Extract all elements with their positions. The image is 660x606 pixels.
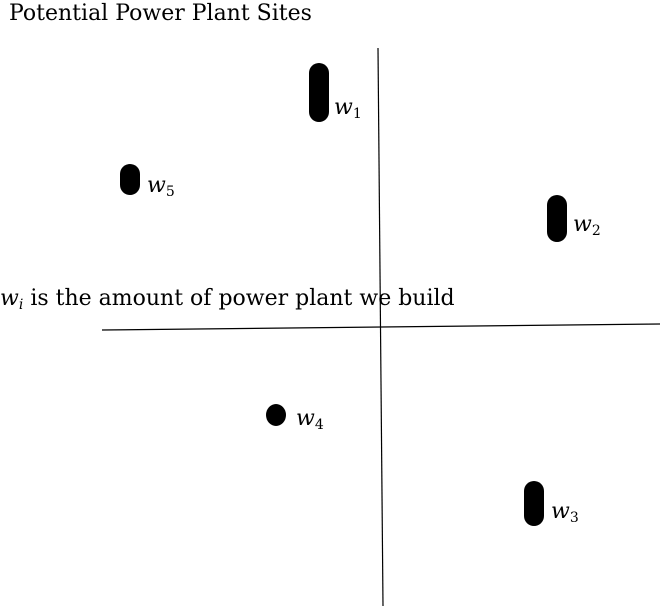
- site-label-w3: w3: [551, 499, 579, 526]
- site-label-w4: w4: [296, 406, 324, 433]
- site-label-w2: w2: [573, 212, 601, 239]
- site-w4-marker: [266, 404, 286, 426]
- horizontal-axis: [101, 323, 660, 331]
- caption-subscript: i: [18, 297, 24, 313]
- site-w2-marker: [547, 195, 567, 242]
- caption-variable: w: [0, 286, 19, 311]
- diagram-caption: wi is the amount of power plant we build: [0, 284, 455, 314]
- site-label-w5: w5: [147, 173, 175, 200]
- site-w3-marker: [524, 481, 544, 526]
- site-label-w1: w1: [334, 95, 362, 122]
- caption-text: is the amount of power plant we build: [23, 286, 455, 311]
- diagram-title: Potential Power Plant Sites: [9, 1, 312, 26]
- site-w1-marker: [309, 63, 329, 122]
- site-w5-marker: [120, 164, 140, 195]
